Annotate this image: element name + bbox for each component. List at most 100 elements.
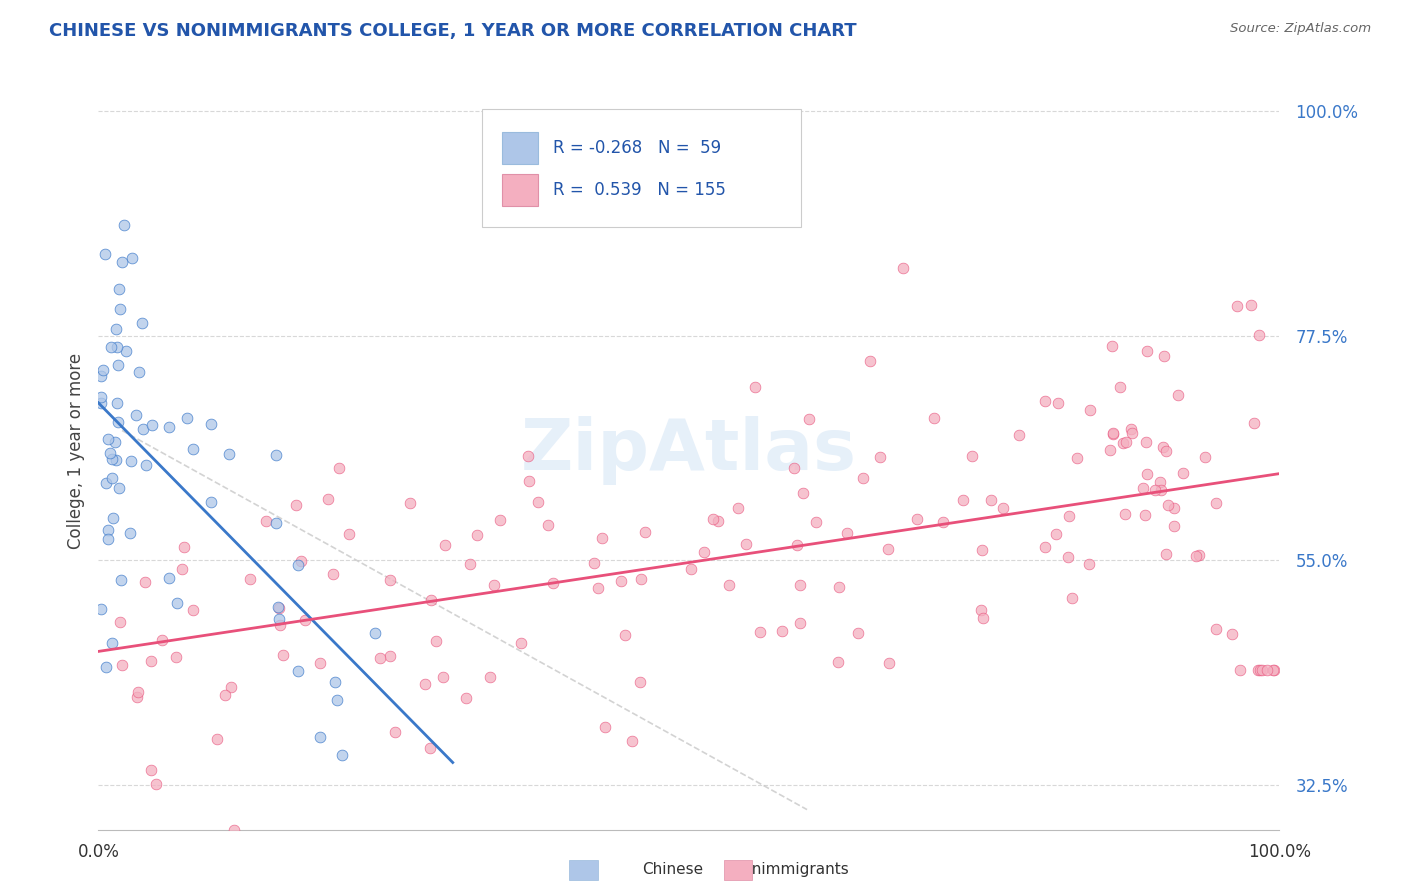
Point bbox=[1045, 526, 1067, 541]
Point bbox=[398, 496, 420, 510]
Point bbox=[1205, 622, 1227, 636]
Text: R =  0.539   N = 155: R = 0.539 N = 155 bbox=[553, 181, 725, 200]
Point bbox=[1239, 298, 1261, 312]
Point bbox=[108, 481, 131, 495]
Point bbox=[679, 562, 702, 576]
Point bbox=[693, 545, 716, 559]
Point bbox=[97, 523, 120, 537]
Point bbox=[991, 500, 1014, 515]
Point bbox=[792, 486, 814, 500]
Point bbox=[877, 656, 900, 670]
Point bbox=[157, 420, 180, 434]
Point bbox=[134, 575, 156, 590]
Point bbox=[1109, 380, 1132, 394]
Point bbox=[789, 578, 811, 592]
Point bbox=[541, 576, 564, 591]
Point bbox=[125, 408, 148, 422]
Point bbox=[128, 365, 150, 379]
Point bbox=[166, 596, 188, 610]
Point bbox=[132, 422, 155, 436]
Point bbox=[789, 615, 811, 630]
Point bbox=[969, 603, 991, 617]
Point bbox=[316, 492, 339, 507]
Point bbox=[135, 458, 157, 472]
Text: ZipAtlas: ZipAtlas bbox=[522, 416, 856, 485]
Point bbox=[891, 260, 914, 275]
Point bbox=[1101, 427, 1123, 442]
Point bbox=[1156, 547, 1178, 561]
Point bbox=[1243, 416, 1265, 430]
Point bbox=[527, 494, 550, 508]
Point bbox=[1153, 349, 1175, 363]
Point bbox=[378, 648, 401, 663]
Point bbox=[380, 573, 402, 587]
Point bbox=[141, 654, 163, 668]
Point bbox=[200, 417, 222, 432]
Point bbox=[630, 572, 652, 586]
Point bbox=[610, 574, 633, 589]
Point bbox=[139, 763, 162, 777]
Point bbox=[114, 343, 136, 358]
Point bbox=[827, 655, 849, 669]
Point bbox=[1144, 483, 1167, 498]
Point bbox=[105, 322, 128, 336]
Point bbox=[264, 448, 287, 462]
Point bbox=[591, 532, 613, 546]
Point bbox=[108, 615, 131, 630]
Point bbox=[150, 632, 173, 647]
Point bbox=[145, 777, 167, 791]
Point bbox=[1188, 548, 1211, 562]
Point bbox=[1256, 663, 1278, 677]
Point bbox=[1077, 557, 1099, 571]
Point bbox=[125, 690, 148, 705]
Point bbox=[804, 515, 827, 529]
Point bbox=[131, 317, 153, 331]
Point bbox=[537, 518, 560, 533]
Point bbox=[877, 541, 900, 556]
Point bbox=[1220, 627, 1243, 641]
Point bbox=[634, 524, 657, 539]
Point bbox=[267, 613, 290, 627]
Point bbox=[1102, 425, 1125, 440]
Point bbox=[1008, 427, 1031, 442]
Point bbox=[420, 592, 443, 607]
Point bbox=[1149, 483, 1171, 497]
Point bbox=[1226, 299, 1249, 313]
Point bbox=[173, 540, 195, 554]
Point bbox=[1136, 343, 1159, 358]
Point bbox=[322, 567, 344, 582]
Point bbox=[482, 578, 505, 592]
Point bbox=[290, 554, 312, 568]
Point bbox=[110, 573, 132, 587]
Point bbox=[980, 493, 1002, 508]
Point bbox=[284, 498, 307, 512]
Point bbox=[744, 380, 766, 394]
Point bbox=[111, 657, 134, 672]
Point bbox=[287, 558, 309, 573]
Point bbox=[384, 724, 406, 739]
Point bbox=[614, 628, 637, 642]
Point bbox=[1154, 444, 1177, 458]
Point bbox=[111, 254, 134, 268]
Point bbox=[1057, 508, 1080, 523]
Point bbox=[583, 556, 606, 570]
Text: Chinese: Chinese bbox=[643, 863, 703, 877]
Point bbox=[1101, 339, 1123, 353]
Point bbox=[931, 516, 953, 530]
Point bbox=[509, 636, 531, 650]
Point bbox=[425, 634, 447, 648]
Point bbox=[835, 526, 858, 541]
Point bbox=[108, 282, 131, 296]
Point bbox=[205, 732, 228, 747]
Point bbox=[478, 671, 501, 685]
Point bbox=[706, 514, 728, 528]
Point bbox=[1133, 508, 1156, 523]
Point bbox=[91, 362, 114, 376]
FancyBboxPatch shape bbox=[502, 175, 537, 206]
Point bbox=[94, 247, 117, 261]
Text: CHINESE VS NONIMMIGRANTS COLLEGE, 1 YEAR OR MORE CORRELATION CHART: CHINESE VS NONIMMIGRANTS COLLEGE, 1 YEAR… bbox=[49, 22, 856, 40]
Point bbox=[90, 391, 112, 405]
Point bbox=[489, 513, 512, 527]
Point bbox=[786, 538, 808, 552]
Point bbox=[97, 532, 120, 546]
